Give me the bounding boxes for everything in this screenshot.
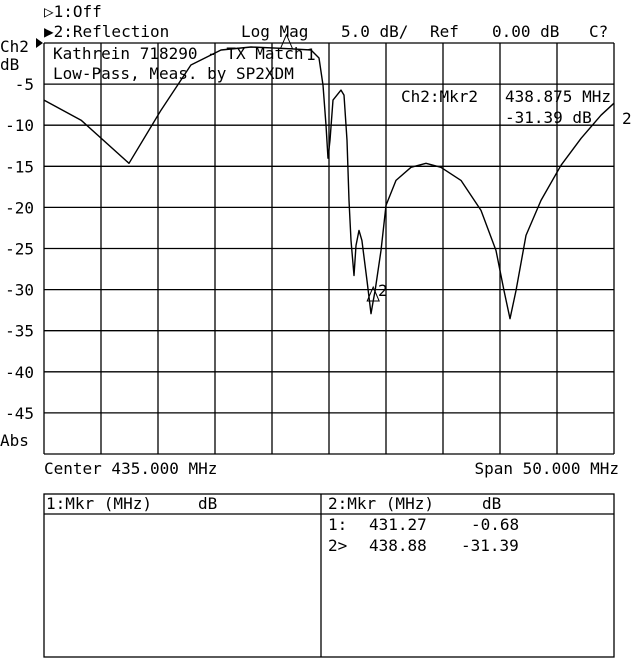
table-row: 1: 431.27 -0.68 (328, 515, 519, 534)
y-tick-label: -10 (5, 116, 34, 135)
channel2-status: ▶2:Reflection (44, 22, 169, 41)
trace-line (43, 46, 615, 320)
marker-table: 1:Mkr (MHz) dB 2:Mkr (MHz) dB 1: 431.27 … (43, 493, 615, 658)
span-frequency: Span 50.000 MHz (475, 459, 620, 478)
active-marker-freq: 438.875 MHz (505, 87, 611, 106)
row-id: 2> (328, 536, 347, 555)
y-tick-label: -20 (5, 198, 34, 217)
abs-label: Abs (0, 431, 29, 450)
marker-label: 2 (378, 281, 388, 300)
y-tick-labels: -5 -10 -15 -20 -25 -30 -35 -40 -45 (5, 75, 34, 423)
trace-markers: 12 (279, 33, 388, 302)
marker-triangle-icon (279, 33, 294, 50)
active-marker-label: Ch2:Mkr2 (401, 87, 478, 106)
y-tick-label: -35 (5, 322, 34, 341)
ref-value: 0.00 dB (492, 22, 559, 41)
channel1-status: ▷1:Off (44, 2, 102, 21)
row-value: -0.68 (471, 515, 519, 534)
active-marker-value: -31.39 dB (505, 108, 592, 127)
center-frequency: Center 435.000 MHz (44, 459, 217, 478)
marker-label: 1 (306, 45, 316, 64)
scale-label: 5.0 dB/ (341, 22, 408, 41)
grid (43, 42, 615, 455)
y-tick-label: -45 (5, 404, 34, 423)
y-tick-label: -25 (5, 240, 34, 259)
y-tick-label: -5 (15, 75, 34, 94)
row-freq: 438.88 (369, 536, 427, 555)
format-label: Log Mag (241, 22, 308, 41)
unit-label: dB (0, 55, 19, 74)
table1-header-mkr: 1:Mkr (MHz) (46, 494, 152, 513)
annotation-line2: Low-Pass, Meas. by SP2XDM (53, 64, 294, 83)
ref-label: Ref (430, 22, 459, 41)
cal-status: C? (589, 22, 608, 41)
table2-header-mkr: 2:Mkr (MHz) (328, 494, 434, 513)
row-id: 1: (328, 515, 347, 534)
y-tick-label: -40 (5, 363, 34, 382)
table2-header-unit: dB (482, 494, 501, 513)
y-tick-label: -30 (5, 281, 34, 300)
row-value: -31.39 (461, 536, 519, 555)
reference-pointer-icon (36, 38, 43, 48)
annotation-line1: Kathrein 718290 - TX Match (53, 44, 303, 63)
row-freq: 431.27 (369, 515, 427, 534)
table1-header-unit: dB (198, 494, 217, 513)
marker-triangle-icon (366, 285, 380, 302)
table-row: 2> 438.88 -31.39 (328, 536, 519, 555)
trace-end-label: 2 (622, 109, 632, 128)
y-tick-label: -15 (5, 157, 34, 176)
channel-label: Ch2 (0, 37, 29, 56)
